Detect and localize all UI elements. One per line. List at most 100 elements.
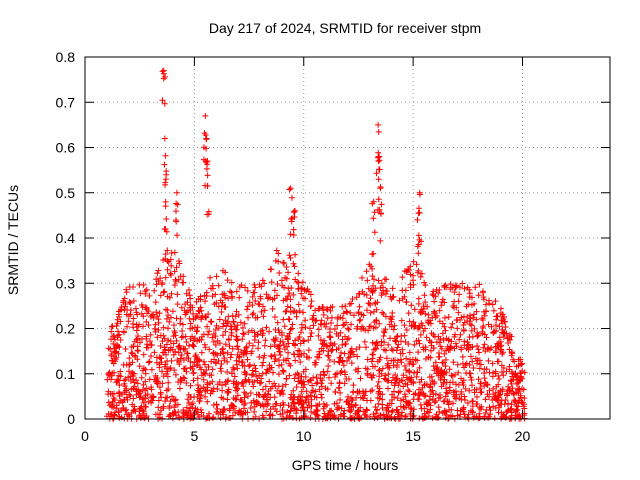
data-point [229, 345, 236, 352]
data-point [508, 378, 515, 385]
data-point [313, 317, 320, 324]
data-point [465, 301, 472, 308]
data-point [202, 387, 209, 394]
data-point [499, 329, 506, 336]
data-point [198, 409, 205, 416]
data-point [236, 284, 243, 291]
data-point [511, 398, 518, 405]
data-point [221, 304, 228, 311]
data-point [393, 333, 400, 340]
data-point [312, 359, 319, 366]
data-point [282, 308, 289, 315]
data-point [377, 210, 384, 217]
data-point [126, 413, 133, 420]
data-point [164, 257, 171, 264]
data-point [337, 314, 344, 321]
data-point [290, 232, 297, 239]
data-point [224, 396, 231, 403]
data-point [234, 392, 241, 399]
data-point [415, 300, 422, 307]
data-point [246, 361, 253, 368]
data-point [225, 336, 232, 343]
data-point [300, 294, 307, 301]
data-point [396, 297, 403, 304]
data-point [206, 328, 213, 335]
data-point [455, 298, 462, 305]
data-point [209, 334, 216, 341]
data-point [418, 310, 425, 317]
data-point [271, 358, 278, 365]
data-point [499, 320, 506, 327]
data-point [403, 268, 410, 275]
data-point [164, 266, 171, 273]
data-point [391, 382, 398, 389]
data-point [214, 405, 221, 412]
data-point [500, 349, 507, 356]
data-point [162, 152, 169, 159]
data-point [266, 328, 273, 335]
data-point [168, 262, 175, 269]
data-point [497, 309, 504, 316]
data-point [130, 315, 137, 322]
data-point [322, 323, 329, 330]
data-point [310, 322, 317, 329]
data-point [209, 285, 216, 292]
y-axis-label: SRMTID / TECUs [5, 185, 21, 295]
data-point [284, 334, 291, 341]
data-point [353, 325, 360, 332]
data-point [420, 305, 427, 312]
data-point [388, 318, 395, 325]
data-point [172, 217, 179, 224]
data-point [117, 336, 124, 343]
data-point [433, 370, 440, 377]
data-point [481, 312, 488, 319]
data-point [460, 321, 467, 328]
data-point [341, 371, 348, 378]
data-point [214, 386, 221, 393]
data-point [485, 393, 492, 400]
data-point [230, 378, 237, 385]
data-point [364, 370, 371, 377]
data-point [410, 258, 417, 265]
data-point [174, 232, 181, 239]
data-point [421, 292, 428, 299]
data-point [162, 226, 169, 233]
data-point [415, 337, 422, 344]
data-point [274, 387, 281, 394]
data-point [283, 414, 290, 421]
data-point [336, 384, 343, 391]
data-point [369, 282, 376, 289]
data-point [269, 383, 276, 390]
data-point [336, 354, 343, 361]
data-point [445, 401, 452, 408]
data-point [147, 331, 154, 338]
data-point [463, 360, 470, 367]
data-point [485, 345, 492, 352]
data-point [234, 351, 241, 358]
data-point [143, 304, 150, 311]
data-point [131, 406, 138, 413]
data-point [363, 406, 370, 413]
data-point [252, 284, 259, 291]
data-point [387, 315, 394, 322]
data-point [123, 289, 130, 296]
data-point [134, 380, 141, 387]
data-point [324, 415, 331, 422]
data-point [284, 303, 291, 310]
data-point [206, 346, 213, 353]
data-point [108, 372, 115, 379]
data-point [492, 370, 499, 377]
data-point [337, 389, 344, 396]
data-point [376, 385, 383, 392]
data-point [209, 366, 216, 373]
data-point [225, 313, 232, 320]
data-point [411, 341, 418, 348]
data-point [388, 379, 395, 386]
data-point [118, 307, 125, 314]
data-point [481, 375, 488, 382]
data-point [298, 351, 305, 358]
data-point [334, 322, 341, 329]
data-point [125, 368, 132, 375]
data-point [502, 318, 509, 325]
data-point [467, 374, 474, 381]
